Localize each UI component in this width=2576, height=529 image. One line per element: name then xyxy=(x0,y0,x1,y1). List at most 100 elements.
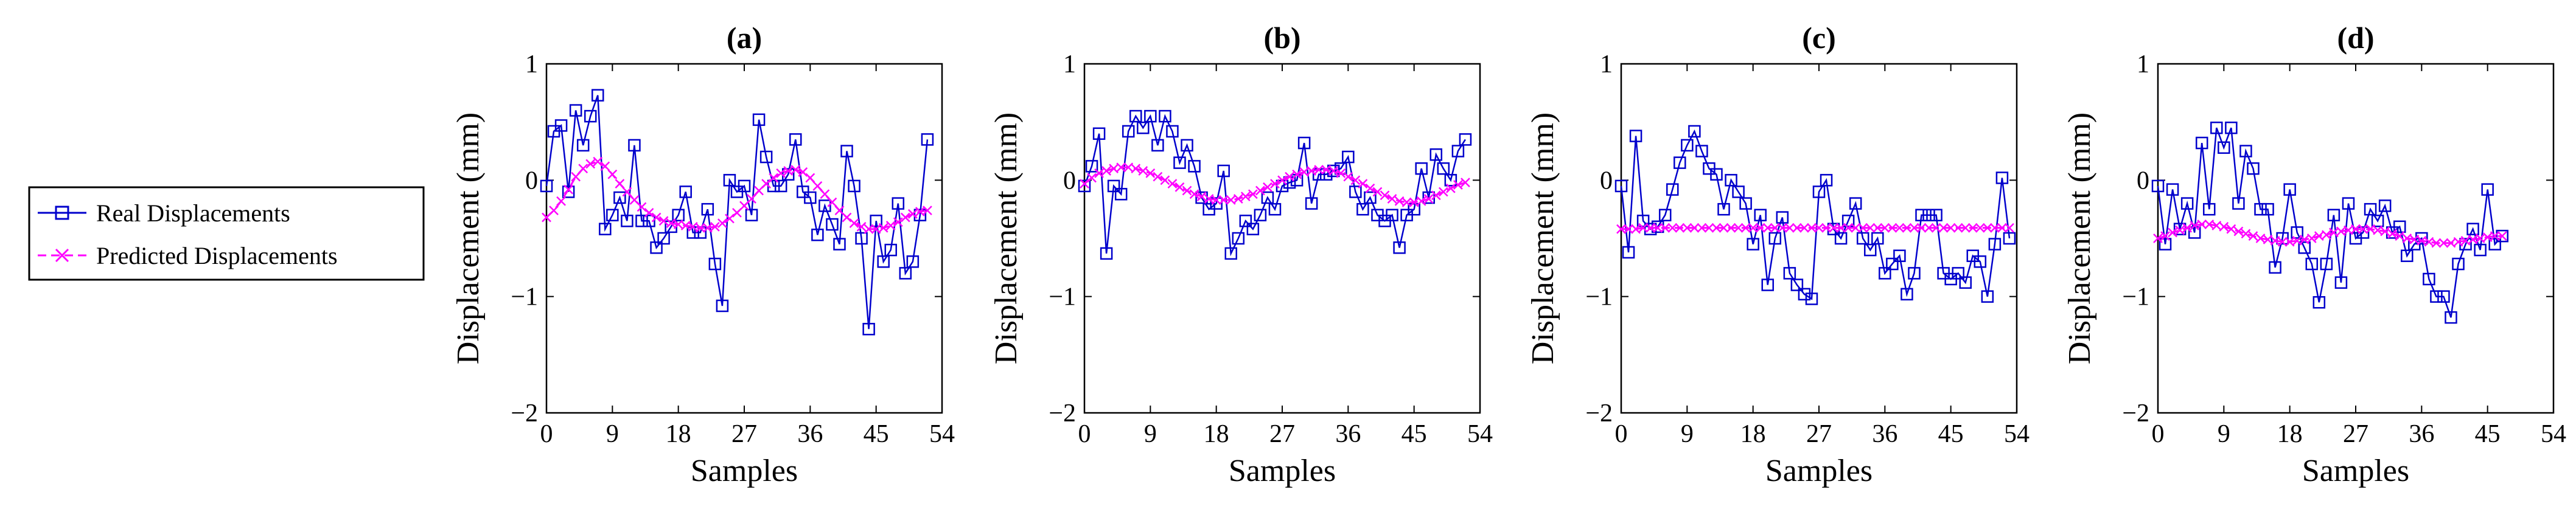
legend-label-real: Real Displacements xyxy=(96,199,290,227)
real-displacement-point xyxy=(1754,209,1767,221)
predicted-displacement-point xyxy=(820,189,830,199)
predicted-displacement-point xyxy=(1277,175,1287,185)
x-tick-label: 9 xyxy=(1144,420,1157,448)
predicted-displacement-point xyxy=(1350,175,1361,185)
real-displacement-point xyxy=(1981,290,1994,303)
predicted-displacement-point xyxy=(542,212,551,223)
predicted-displacement-point xyxy=(578,164,588,174)
predicted-displacement-point xyxy=(556,196,566,206)
real-displacement-point xyxy=(826,218,839,231)
predicted-displacement-point xyxy=(1087,173,1097,183)
predicted-displacement-point xyxy=(1285,171,1294,182)
real-displacement-point xyxy=(1930,209,1942,221)
predicted-displacement-point xyxy=(1343,171,1353,182)
predicted-displacement-point xyxy=(1931,223,1941,233)
predicted-displacement-point xyxy=(878,223,888,233)
real-displacement-point xyxy=(862,322,875,336)
real-displacement-point xyxy=(643,215,655,227)
real-displacement-point xyxy=(650,241,663,254)
real-displacement-point xyxy=(635,215,648,227)
predicted-displacement-point xyxy=(856,221,867,232)
real-displacement-point xyxy=(1224,247,1237,260)
real-displacement-point xyxy=(1695,145,1708,157)
predicted-displacement-point xyxy=(2277,237,2288,247)
predicted-displacement-point xyxy=(1218,195,1229,205)
predicted-displacement-point xyxy=(710,221,720,232)
predicted-displacement-point xyxy=(1792,223,1802,233)
x-tick-label: 36 xyxy=(1335,420,1361,448)
real-displacement-point xyxy=(1739,197,1752,210)
y-axis-label: Displacement (mm) xyxy=(1526,112,1560,364)
predicted-displacement-point xyxy=(1975,223,1985,233)
real-displacement-point xyxy=(2437,290,2450,303)
predicted-displacement-point xyxy=(849,218,859,229)
predicted-displacement-point xyxy=(622,187,632,197)
real-displacement-point xyxy=(1092,127,1106,140)
real-displacement-point xyxy=(1159,109,1171,123)
panel-title: (a) xyxy=(727,21,762,55)
real-displacement-point xyxy=(899,267,912,280)
real-displacement-point xyxy=(1429,148,1443,161)
predicted-displacement-point xyxy=(725,213,735,224)
predicted-displacement-point xyxy=(1646,223,1656,233)
y-tick-label: −2 xyxy=(1049,399,1076,427)
real-displacement-point xyxy=(1210,197,1223,210)
x-axis-label: Samples xyxy=(1229,454,1336,488)
y-tick-label: −2 xyxy=(2122,399,2149,427)
real-displacement-point xyxy=(892,197,905,210)
predicted-displacement-point xyxy=(1697,223,1707,233)
predicted-displacement-point xyxy=(1270,179,1280,188)
x-tick-label: 45 xyxy=(1401,420,1427,448)
predicted-displacement-point xyxy=(1145,168,1156,178)
predicted-displacement-point xyxy=(2233,226,2244,237)
real-displacement-point xyxy=(2445,311,2457,324)
panel-title: (c) xyxy=(1802,21,1836,55)
real-displacement-point xyxy=(1393,241,1406,254)
x-tick-label: 54 xyxy=(1467,420,1493,448)
real-displacement-point xyxy=(848,179,860,193)
real-displacement-point xyxy=(2239,145,2252,157)
real-displacement-point xyxy=(1444,174,1457,187)
series-predicted-displacements xyxy=(2153,220,2507,248)
predicted-displacement-point xyxy=(1938,223,1949,233)
real-displacement-point xyxy=(1342,150,1355,164)
predicted-displacement-point xyxy=(1380,190,1390,201)
x-axis-label: Samples xyxy=(1765,454,1873,488)
real-displacement-point xyxy=(870,215,882,227)
y-tick-label: −1 xyxy=(1049,283,1076,311)
predicted-displacement-point xyxy=(1799,223,1809,233)
predicted-displacement-point xyxy=(1336,168,1346,178)
predicted-displacement-point xyxy=(1624,224,1633,234)
x-tick-label: 0 xyxy=(1615,420,1628,448)
real-displacement-point xyxy=(1451,145,1465,157)
real-displacement-point xyxy=(2232,197,2245,210)
real-displacement-point xyxy=(2159,238,2172,251)
predicted-displacement-point xyxy=(2351,224,2361,234)
y-axis-label: Displacement (mm) xyxy=(451,112,486,364)
real-displacement-point xyxy=(1636,215,1650,227)
predicted-displacement-point xyxy=(1167,179,1178,188)
real-displacement-point xyxy=(840,145,853,157)
real-displacement-point xyxy=(1297,136,1311,150)
real-displacement-point xyxy=(1261,191,1274,204)
predicted-displacement-point xyxy=(812,181,823,191)
chart-panel-a: (a) 0 9 18 27 36 45 54 −2 −1 0 1 Samples Displacement… xyxy=(451,21,955,488)
real-displacement-point xyxy=(1886,257,1899,271)
predicted-displacement-point xyxy=(923,206,932,215)
legend-x-marker xyxy=(55,248,69,263)
real-displacement-point xyxy=(613,191,626,204)
real-displacement-point xyxy=(752,113,766,126)
x-tick-label: 18 xyxy=(1204,420,1229,448)
predicted-displacement-point xyxy=(2497,231,2507,241)
chart-panel-b: (b) 0 9 18 27 36 45 54 −2 −1 0 1 Samples Displacement… xyxy=(989,21,1493,488)
predicted-displacement-point xyxy=(1909,223,1919,233)
real-displacement-point xyxy=(2320,257,2333,271)
legend-label-predicted: Predicted Displacements xyxy=(96,242,338,269)
real-displacement-point xyxy=(1732,185,1745,198)
predicted-displacement-point xyxy=(1814,223,1824,233)
real-displacement-point xyxy=(1776,211,1789,224)
predicted-displacement-point xyxy=(769,173,779,183)
real-displacement-point xyxy=(1364,191,1377,204)
real-displacement-point xyxy=(592,89,604,102)
real-displacement-point xyxy=(1834,232,1848,245)
